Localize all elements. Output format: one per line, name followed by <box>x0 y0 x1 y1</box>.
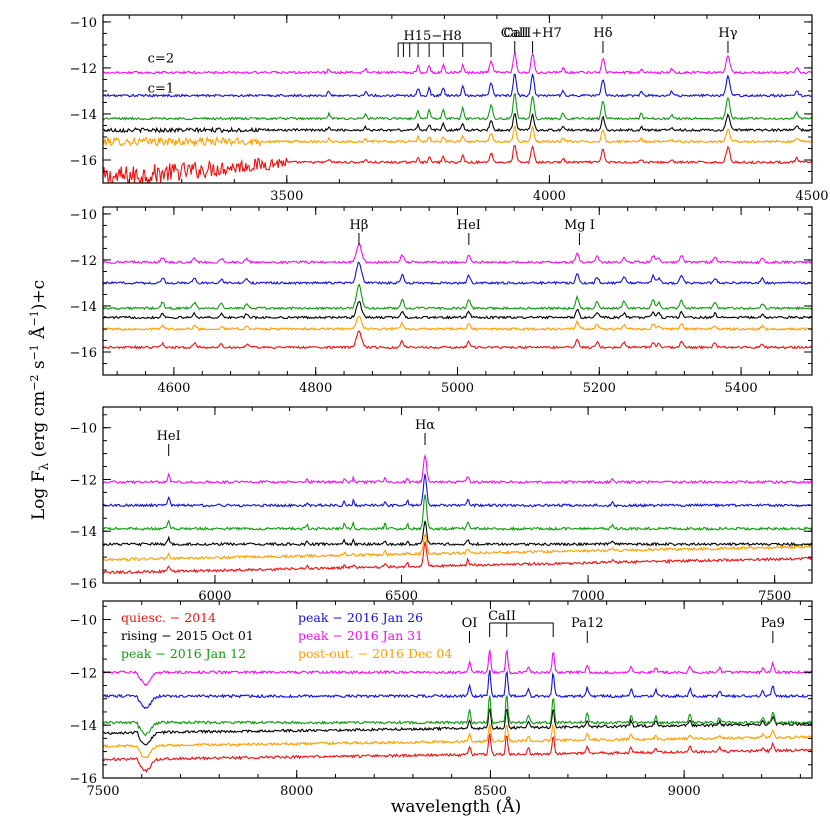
x-tick-label: 4800 <box>299 381 332 396</box>
y-tick-label: −16 <box>70 772 97 787</box>
x-tick-label: 3500 <box>270 189 303 204</box>
legend-entry: rising − 2015 Oct 01 <box>121 628 254 643</box>
spectrum-line <box>103 93 812 121</box>
spectrum-line <box>103 144 812 183</box>
y-tick-label: −10 <box>70 208 97 223</box>
y-tick-label: −12 <box>70 254 97 269</box>
line-id-label: CaII <box>488 609 516 624</box>
line-id-label: H15−H8 <box>403 29 461 44</box>
spectrum-line <box>103 733 812 774</box>
x-tick-label: 4000 <box>533 189 566 204</box>
x-tick-label: 7500 <box>86 784 119 799</box>
x-tick-label: 6500 <box>385 589 418 604</box>
y-tick-label: −12 <box>70 62 97 77</box>
spectrum-line <box>103 648 812 687</box>
offset-label: c=2 <box>148 52 174 67</box>
panel-frame <box>102 14 813 184</box>
line-id-label: Hβ <box>350 218 369 233</box>
x-tick-label: 7000 <box>572 589 605 604</box>
x-tick-label: 5000 <box>441 381 474 396</box>
x-tick-label: 8500 <box>474 784 507 799</box>
spectra <box>103 242 812 350</box>
y-tick-label: −16 <box>70 154 97 169</box>
panel-frame <box>102 600 813 779</box>
line-id-label: OI <box>462 616 478 631</box>
y-tick-label: −10 <box>70 613 97 628</box>
y-tick-label: −16 <box>70 577 97 592</box>
y-tick-label: −14 <box>70 300 97 315</box>
y-axis-title: Log Fλ (erg cm−2 s−1 Å−1)+c <box>28 280 51 520</box>
spectra <box>103 648 812 774</box>
legend-entry: post-out. − 2016 Dec 04 <box>298 646 452 661</box>
spectrum-line <box>103 520 812 547</box>
y-tick-label: −16 <box>70 346 97 361</box>
x-tick-label: 6000 <box>198 589 231 604</box>
line-id-label: HeI <box>157 429 181 444</box>
spectrum-line <box>103 694 812 737</box>
spectrum-line <box>103 541 812 575</box>
panel-4: 7500 8000 8500 9000 −16 −14 −12 −10 OI CaII Pa12 Pa… <box>70 600 813 799</box>
spectrum-line <box>103 669 812 710</box>
spectrum-line <box>103 112 812 134</box>
x-tick-label: 9000 <box>668 784 701 799</box>
y-tick-label: −14 <box>70 719 97 734</box>
legend-entry: peak − 2016 Jan 26 <box>298 610 423 625</box>
panel-frame <box>102 406 813 584</box>
spectrum-line <box>103 51 812 75</box>
y-tick-label: −10 <box>70 422 97 437</box>
y-tick-label: −14 <box>70 525 97 540</box>
y-tick-label: −12 <box>70 666 97 681</box>
panel-2: 4600 4800 5000 5200 5400 −16 −14 −12 −10 Hβ HeI Mg … <box>70 206 813 396</box>
spectrum-line <box>103 124 812 148</box>
spectrum-line <box>103 300 812 320</box>
spectrum-line <box>103 723 812 759</box>
y-tick-label: −12 <box>70 473 97 488</box>
line-id-label: Mg I <box>564 218 595 233</box>
spectra <box>103 51 812 183</box>
spectrum-line <box>103 73 812 98</box>
line-id-label: CaII+H7 <box>503 26 561 41</box>
spectrum-line <box>103 708 812 746</box>
x-axis-title: wavelength (Å) <box>391 796 521 817</box>
y-tick-label: −14 <box>70 108 97 123</box>
spectrum-line <box>103 533 812 562</box>
x-tick-label: 5400 <box>725 381 758 396</box>
line-id-label: Pa12 <box>571 616 603 631</box>
panel-1: 3500 4000 4500 −16 −14 −12 −10 H15−H8 CaIICaII+H… <box>70 14 829 204</box>
y-tick-label: −10 <box>70 16 97 31</box>
line-id-label: Hδ <box>593 26 612 41</box>
spectrum-line <box>103 283 812 311</box>
offset-label: c=1 <box>148 82 174 97</box>
line-id-label: Hγ <box>718 26 737 41</box>
spectrum-line <box>103 315 812 332</box>
x-tick-label: 4500 <box>795 189 828 204</box>
spectrum-line <box>103 261 812 286</box>
legend-entry: quiesc. − 2014 <box>121 610 216 625</box>
legend-entry: peak − 2016 Jan 31 <box>298 628 423 643</box>
x-tick-label: 8000 <box>280 784 313 799</box>
line-id-label: Pa9 <box>761 616 785 631</box>
spectra <box>103 453 812 575</box>
spectrum-line <box>103 473 812 508</box>
x-tick-label: 4600 <box>157 381 190 396</box>
line-id-label: Hα <box>415 418 435 433</box>
line-id-label: HeI <box>457 218 481 233</box>
line-id-label: CaII <box>501 26 529 41</box>
spectrum-line <box>103 453 812 485</box>
spectrum-line <box>103 242 812 265</box>
panel-3: 6000 6500 7000 7500 −16 −14 −12 −10 HeI Hα <box>70 406 813 604</box>
x-tick-label: 5200 <box>583 381 616 396</box>
spectrum-line <box>103 330 812 350</box>
legend-entry: peak − 2016 Jan 12 <box>121 646 246 661</box>
spectrum-line <box>103 494 812 532</box>
x-tick-label: 7500 <box>758 589 791 604</box>
